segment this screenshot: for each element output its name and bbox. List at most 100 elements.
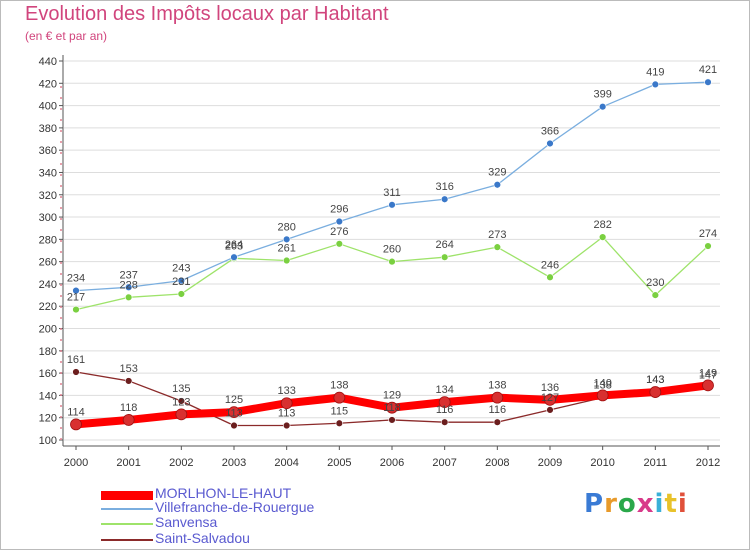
data-point — [335, 217, 344, 226]
data-point — [175, 408, 188, 421]
data-label: 127 — [541, 392, 559, 404]
data-label: 421 — [699, 64, 717, 76]
data-label: 136 — [541, 382, 559, 394]
data-label: 153 — [119, 363, 137, 375]
data-point — [124, 283, 133, 291]
y-tick-label: 300 — [39, 212, 57, 224]
data-label: 366 — [541, 125, 559, 137]
data-point — [282, 256, 291, 265]
data-point — [230, 253, 238, 261]
y-tick-label: 400 — [39, 101, 57, 113]
x-tick-label: 2010 — [590, 457, 614, 469]
data-point — [438, 396, 451, 409]
data-label: 280 — [277, 221, 295, 233]
data-point — [177, 276, 186, 285]
x-tick-label: 2003 — [222, 457, 246, 469]
y-tick-label: 280 — [39, 234, 57, 246]
data-label: 115 — [331, 405, 349, 417]
data-label: 138 — [330, 380, 348, 392]
x-tick-label: 2008 — [485, 457, 509, 469]
y-tick-label: 260 — [39, 257, 57, 269]
data-point — [177, 397, 186, 405]
data-label: 135 — [172, 383, 190, 395]
data-point — [388, 416, 396, 424]
y-tick-label: 340 — [39, 167, 57, 179]
data-label: 316 — [435, 181, 453, 193]
data-point — [704, 242, 712, 250]
data-label: 228 — [119, 279, 137, 291]
legend-swatch — [101, 490, 153, 500]
x-tick-label: 2000 — [64, 457, 88, 469]
data-label: 138 — [488, 380, 506, 392]
data-point — [598, 103, 607, 111]
chart-title: Evolution des Impôts locaux par Habitant — [25, 3, 389, 25]
data-point — [124, 377, 133, 385]
data-point — [493, 243, 502, 251]
data-label: 114 — [67, 406, 85, 418]
x-tick-label: 2006 — [380, 457, 404, 469]
y-tick-label: 200 — [39, 324, 57, 336]
data-label: 161 — [67, 354, 85, 366]
data-point — [333, 391, 346, 404]
x-tick-label: 2007 — [432, 457, 456, 469]
legend-item: Villefranche-de-Rouergue — [101, 499, 361, 517]
data-point — [72, 305, 80, 314]
x-tick-label: 2004 — [274, 457, 298, 469]
data-point — [493, 418, 502, 426]
data-point — [335, 419, 344, 427]
data-point — [122, 414, 135, 426]
y-tick-label: 160 — [39, 368, 57, 380]
data-point — [440, 253, 449, 261]
data-point — [72, 368, 80, 376]
data-label: 282 — [593, 219, 611, 231]
data-label: 260 — [383, 244, 401, 256]
data-point — [70, 418, 82, 431]
data-point — [598, 233, 607, 241]
data-point — [704, 78, 712, 86]
data-point — [440, 195, 449, 203]
y-tick-label: 240 — [39, 279, 57, 291]
data-label: 133 — [277, 385, 295, 397]
data-point — [388, 257, 396, 266]
x-tick-label: 2012 — [696, 457, 720, 469]
data-label: 419 — [646, 66, 664, 78]
data-point — [546, 273, 554, 281]
data-label: 273 — [488, 229, 506, 241]
data-label: 296 — [330, 204, 348, 216]
data-label: 143 — [646, 374, 664, 386]
data-label: 118 — [120, 402, 138, 414]
data-label: 264 — [435, 239, 453, 251]
data-label: 399 — [593, 89, 611, 101]
data-point — [230, 421, 238, 430]
x-tick-label: 2001 — [116, 457, 140, 469]
y-tick-label: 320 — [39, 190, 57, 202]
data-label: 274 — [699, 228, 717, 240]
x-tick-label: 2002 — [169, 457, 193, 469]
data-label: 263 — [225, 240, 243, 252]
data-point — [651, 80, 660, 89]
legend-item: Saint-Salvadou — [101, 530, 361, 548]
data-point — [177, 290, 186, 298]
data-point — [491, 391, 504, 404]
data-point — [596, 389, 609, 402]
data-point — [702, 379, 714, 392]
x-tick-label: 2011 — [644, 457, 668, 469]
y-tick-label: 120 — [39, 413, 57, 425]
y-tick-label: 380 — [39, 123, 57, 135]
data-point — [335, 240, 344, 248]
proxiti-logo: Proxiti — [584, 489, 688, 519]
data-label: 116 — [489, 404, 507, 416]
data-point — [544, 393, 556, 406]
data-label: 113 — [225, 408, 243, 420]
legend-swatch — [101, 539, 153, 541]
data-point — [649, 386, 662, 398]
data-point — [282, 421, 291, 430]
data-point — [228, 406, 240, 419]
legend-swatch — [101, 508, 153, 510]
data-label: 231 — [172, 276, 190, 288]
data-label: 149 — [699, 367, 717, 379]
data-point — [440, 418, 449, 426]
data-label: 134 — [435, 384, 453, 396]
data-label: 140 — [593, 377, 611, 389]
data-label: 230 — [646, 277, 664, 289]
